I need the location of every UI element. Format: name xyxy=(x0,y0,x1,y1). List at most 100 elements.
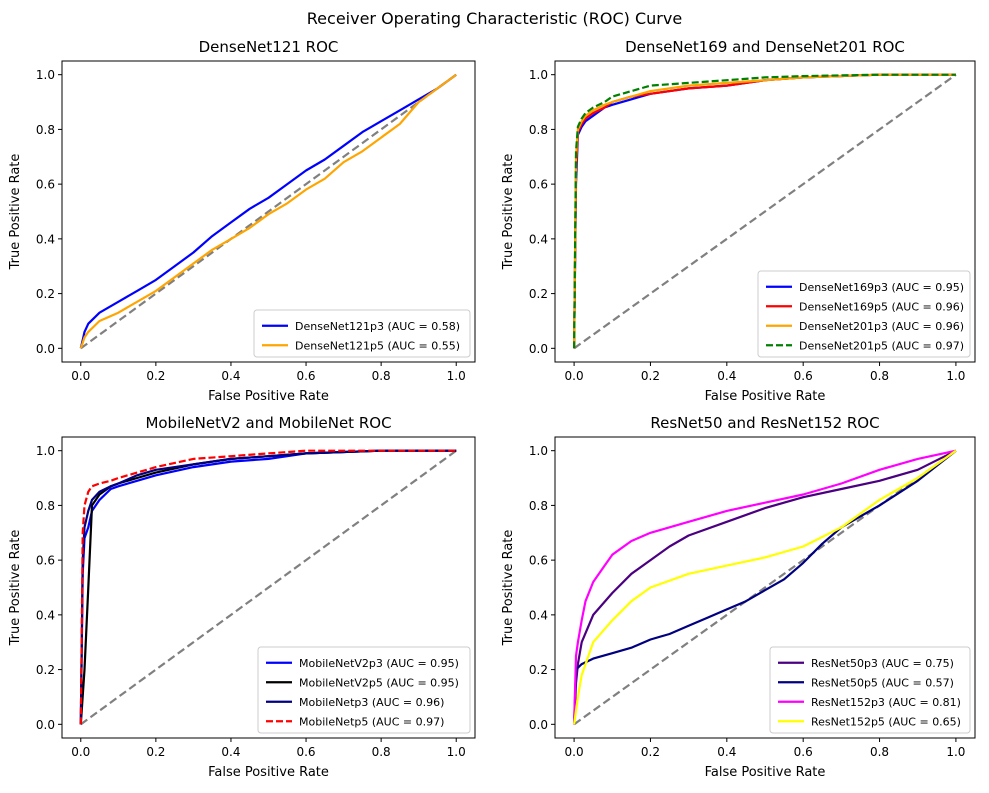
axes-frame xyxy=(61,436,476,739)
x-tick-label: 1.0 xyxy=(447,745,466,759)
x-tick-label: 0.8 xyxy=(870,369,889,383)
legend-entry: ResNet50p5 (AUC = 0.57) xyxy=(811,676,954,689)
legend-entry: ResNet50p3 (AUC = 0.75) xyxy=(811,657,954,670)
series-line-4 xyxy=(79,449,457,725)
y-tick-label: 0.4 xyxy=(36,608,55,622)
y-tick-label: 0.4 xyxy=(529,232,548,246)
series-line-3 xyxy=(573,73,956,349)
y-tick-label: 0.2 xyxy=(529,663,548,677)
legend: MobileNetV2p3 (AUC = 0.95) MobileNetV2p5 … xyxy=(257,646,471,734)
y-tick-label: 0.0 xyxy=(36,342,55,356)
y-tick-label: 0.2 xyxy=(36,287,55,301)
legend-entry: MobileNetV2p3 (AUC = 0.95) xyxy=(299,657,459,670)
y-axis-label: True Positive Rate xyxy=(501,530,516,647)
legend-box xyxy=(769,646,971,734)
series-line-4 xyxy=(573,73,956,349)
diagonal-reference-line xyxy=(573,73,957,350)
x-tick-label: 0.2 xyxy=(146,745,165,759)
roc-panel-2: DenseNet169 and DenseNet201 ROC 0.0 0.0 0.2… xyxy=(501,38,976,404)
y-tick-label: 0.6 xyxy=(529,178,548,192)
y-tick-label: 0.0 xyxy=(36,718,55,732)
y-tick-label: 0.8 xyxy=(529,499,548,513)
y-tick-label: 0.4 xyxy=(529,608,548,622)
x-tick-label: 0.4 xyxy=(717,369,736,383)
series-line-2 xyxy=(79,73,457,349)
legend-entry: DenseNet169p5 (AUC = 0.96) xyxy=(799,300,964,313)
series-line-3 xyxy=(79,449,457,725)
x-tick-label: 0.0 xyxy=(71,369,90,383)
y-tick-label: 0.6 xyxy=(36,554,55,568)
y-tick-label: 0.6 xyxy=(529,554,548,568)
x-tick-label: 0.6 xyxy=(296,745,315,759)
y-tick-label: 1.0 xyxy=(36,444,55,458)
series-line-3 xyxy=(573,449,957,725)
legend-entry: MobileNetp3 (AUC = 0.96) xyxy=(299,696,444,709)
x-axis-label: False Positive Rate xyxy=(208,765,329,780)
legend-entry: ResNet152p5 (AUC = 0.65) xyxy=(811,715,961,728)
x-tick-label: 0.6 xyxy=(794,745,813,759)
x-tick-label: 1.0 xyxy=(946,745,965,759)
series-line-1 xyxy=(79,449,457,725)
roc-panel-1: DenseNet121 ROC 0.0 0.0 0.2 0.2 0.4 0.4 0.6 0.6 0… xyxy=(8,38,476,404)
y-tick-label: 1.0 xyxy=(36,68,55,82)
y-axis-label: True Positive Rate xyxy=(8,154,23,271)
x-tick-label: 1.0 xyxy=(447,369,466,383)
axes-frame xyxy=(554,60,976,363)
axes-frame xyxy=(554,436,976,739)
legend-box xyxy=(257,646,471,734)
roc-panel-4: ResNet50 and ResNet152 ROC 0.0 0.0 0.2 0.2 0.… xyxy=(501,414,976,780)
legend-entry: DenseNet121p3 (AUC = 0.58) xyxy=(295,320,460,333)
diagonal-reference-line xyxy=(80,449,457,726)
x-tick-label: 0.8 xyxy=(372,369,391,383)
series-line-4 xyxy=(573,449,957,725)
x-tick-label: 0.0 xyxy=(565,369,584,383)
panel-title: ResNet50 and ResNet152 ROC xyxy=(650,414,879,432)
legend-entry: MobileNetp5 (AUC = 0.97) xyxy=(299,715,444,728)
y-axis-label: True Positive Rate xyxy=(501,154,516,271)
x-tick-label: 1.0 xyxy=(946,369,965,383)
legend-entry: DenseNet169p3 (AUC = 0.95) xyxy=(799,281,964,294)
x-tick-label: 0.2 xyxy=(641,369,660,383)
legend-entry: MobileNetV2p5 (AUC = 0.95) xyxy=(299,676,459,689)
legend-entry: DenseNet201p3 (AUC = 0.96) xyxy=(799,320,964,333)
panel-title: MobileNetV2 and MobileNet ROC xyxy=(145,414,391,432)
y-tick-label: 0.0 xyxy=(529,718,548,732)
axes-frame xyxy=(61,60,476,363)
x-tick-label: 0.6 xyxy=(296,369,315,383)
series-line-1 xyxy=(573,449,957,725)
roc-panel-3: MobileNetV2 and MobileNet ROC 0.0 0.0 0.2 0.… xyxy=(8,414,476,780)
series-line-1 xyxy=(79,73,457,349)
y-tick-label: 0.4 xyxy=(36,232,55,246)
legend-entry: DenseNet201p5 (AUC = 0.97) xyxy=(799,339,964,352)
y-tick-label: 0.2 xyxy=(36,663,55,677)
legend: DenseNet169p3 (AUC = 0.95) DenseNet169p5 … xyxy=(757,270,971,358)
panel-title: DenseNet121 ROC xyxy=(199,38,339,56)
y-tick-label: 1.0 xyxy=(529,68,548,82)
x-tick-label: 0.8 xyxy=(870,745,889,759)
x-axis-label: False Positive Rate xyxy=(208,389,329,404)
legend-entry: ResNet152p3 (AUC = 0.81) xyxy=(811,696,961,709)
legend-box xyxy=(253,309,471,358)
x-tick-label: 0.4 xyxy=(221,369,240,383)
legend-entry: DenseNet121p5 (AUC = 0.55) xyxy=(295,339,460,352)
figure-suptitle: Receiver Operating Characteristic (ROC) … xyxy=(307,9,682,28)
x-tick-label: 0.4 xyxy=(221,745,240,759)
x-tick-label: 0.0 xyxy=(565,745,584,759)
x-tick-label: 0.2 xyxy=(146,369,165,383)
x-axis-label: False Positive Rate xyxy=(705,389,826,404)
x-tick-label: 0.0 xyxy=(71,745,90,759)
y-tick-label: 0.6 xyxy=(36,178,55,192)
x-tick-label: 0.2 xyxy=(641,745,660,759)
y-tick-label: 0.8 xyxy=(36,123,55,137)
panel-title: DenseNet169 and DenseNet201 ROC xyxy=(625,38,905,56)
x-tick-label: 0.8 xyxy=(372,745,391,759)
legend: DenseNet121p3 (AUC = 0.58) DenseNet121p5 … xyxy=(253,309,471,358)
x-axis-label: False Positive Rate xyxy=(705,765,826,780)
x-tick-label: 0.6 xyxy=(794,369,813,383)
y-tick-label: 1.0 xyxy=(529,444,548,458)
y-tick-label: 0.8 xyxy=(36,499,55,513)
legend-box xyxy=(757,270,971,358)
y-tick-label: 0.8 xyxy=(529,123,548,137)
